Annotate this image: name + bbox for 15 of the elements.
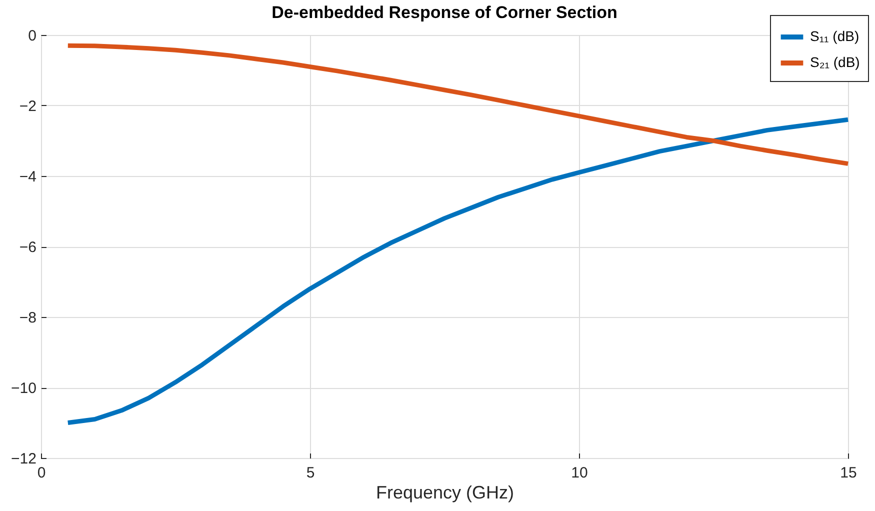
y-tick-label: 0 bbox=[28, 28, 36, 44]
y-tick-label: −8 bbox=[19, 310, 36, 326]
y-tick-label: −10 bbox=[11, 380, 36, 397]
x-tick-label: 10 bbox=[571, 464, 588, 482]
x-tick-label: 15 bbox=[840, 464, 857, 482]
x-axis-title: Frequency (GHz) bbox=[376, 482, 514, 502]
y-tick-label: −4 bbox=[19, 168, 36, 186]
x-tick-label: 5 bbox=[306, 464, 315, 482]
line-series bbox=[66, 117, 850, 425]
chart-title: De-embedded Response of Corner Section bbox=[272, 3, 618, 22]
legend-label: S₂₁ (dB) bbox=[810, 54, 860, 70]
legend-label: S₁₁ (dB) bbox=[810, 28, 860, 44]
y-tick-label: −2 bbox=[19, 98, 36, 115]
y-tick-label: −12 bbox=[11, 450, 36, 468]
y-tick-label: −6 bbox=[19, 239, 36, 256]
